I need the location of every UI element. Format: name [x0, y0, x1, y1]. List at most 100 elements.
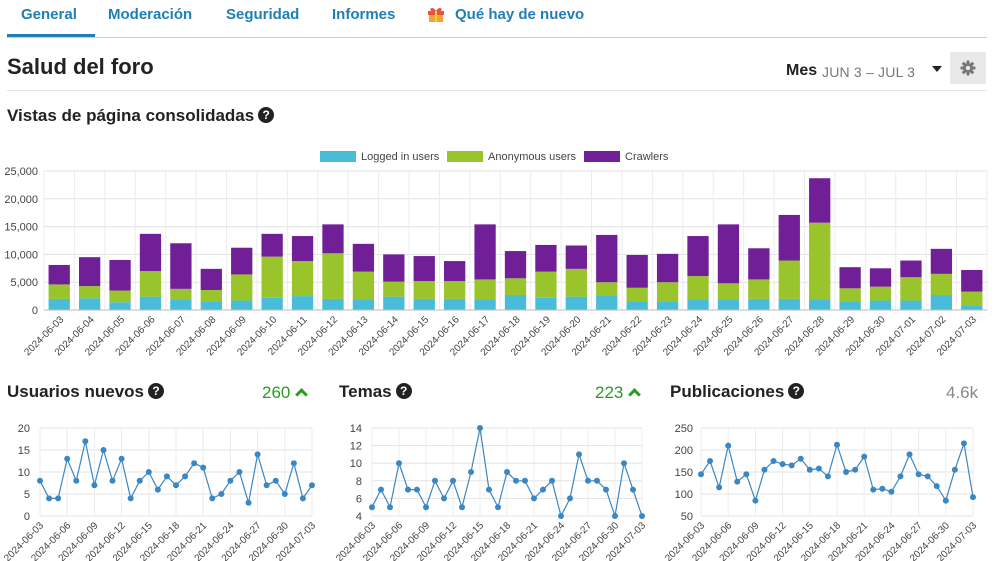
bar-segment	[444, 281, 466, 299]
legend-label: Logged in users	[361, 151, 440, 163]
bar-segment	[504, 251, 527, 279]
data-point	[504, 469, 510, 475]
bar-segment	[352, 243, 375, 272]
bar-segment	[383, 281, 405, 297]
tab-moderacion[interactable]: Moderación	[108, 6, 193, 23]
bar-segment	[322, 253, 344, 299]
y-tick-label: 6	[356, 493, 362, 505]
data-point	[218, 491, 225, 497]
data-point	[558, 513, 564, 519]
data-point	[815, 465, 822, 472]
bar-segment	[596, 234, 618, 283]
bar-segment	[352, 271, 375, 300]
y-tick-label: 12	[350, 441, 362, 453]
data-point	[64, 455, 71, 462]
bar-segment	[839, 288, 861, 302]
bar-segment	[869, 268, 892, 287]
settings-button[interactable]	[950, 52, 986, 84]
data-point	[145, 469, 152, 475]
tab-informes[interactable]: Informes	[332, 6, 396, 23]
bar-segment	[48, 284, 70, 299]
data-point	[154, 486, 161, 493]
data-point	[852, 466, 859, 473]
data-point	[770, 458, 777, 464]
data-point	[387, 504, 393, 511]
chevron-up-icon	[295, 388, 309, 401]
y-tick-label: 15,000	[4, 222, 38, 234]
bar-segment	[78, 298, 101, 310]
legend-label: Crawlers	[625, 151, 669, 163]
posts-title-text: Publicaciones	[670, 382, 785, 401]
bar-segment	[261, 297, 283, 310]
help-icon[interactable]: ?	[258, 107, 275, 123]
tab-seguridad[interactable]: Seguridad	[226, 6, 300, 23]
bar-segment	[78, 286, 101, 299]
data-point	[540, 486, 546, 493]
bar-segment	[900, 260, 922, 278]
bar-segment	[687, 276, 709, 300]
legend-swatch	[584, 151, 620, 162]
data-point	[761, 466, 768, 473]
bar-segment	[839, 267, 861, 289]
help-icon[interactable]: ?	[788, 383, 805, 399]
data-point	[191, 460, 198, 467]
tab-que-hay-de-nuevo[interactable]: Qué hay de nuevo	[455, 6, 585, 23]
bar-segment	[656, 282, 679, 302]
y-tick-label: 5	[24, 489, 30, 501]
bar-segment	[109, 259, 131, 291]
posts-value: 4.6k	[946, 383, 979, 402]
chevron-down-icon[interactable]	[932, 66, 942, 72]
data-point	[861, 453, 868, 460]
data-point	[136, 477, 143, 484]
data-point	[396, 460, 402, 467]
y-tick-label: 14	[350, 423, 362, 435]
y-tick-label: 20,000	[4, 194, 38, 206]
bar-segment	[961, 269, 983, 292]
bar-segment	[778, 298, 800, 310]
bar-segment	[322, 224, 344, 254]
data-point	[743, 471, 750, 478]
bar-segment	[383, 296, 405, 310]
data-point	[797, 455, 804, 462]
bar-segment	[48, 298, 70, 310]
bar-segment	[444, 298, 466, 310]
help-icon[interactable]: ?	[148, 383, 164, 399]
help-icon[interactable]: ?	[395, 383, 412, 399]
posts-title: Publicaciones?	[670, 382, 805, 402]
topics-count: 223	[595, 383, 624, 402]
y-tick-label: 0	[32, 305, 38, 317]
data-point	[834, 441, 840, 448]
bar-segment	[504, 294, 527, 310]
data-point	[779, 461, 786, 468]
y-tick-label: 4	[356, 511, 362, 523]
data-point	[263, 482, 270, 489]
legend-label: Anonymous users	[488, 151, 577, 163]
y-tick-label: 10	[350, 458, 362, 470]
chevron-up-icon	[628, 388, 642, 401]
bar-segment	[717, 224, 740, 284]
date-range[interactable]: JUN 3 – JUL 3	[822, 64, 916, 80]
active-tab-indicator	[7, 34, 95, 37]
data-point	[236, 469, 243, 475]
y-tick-label: 0	[24, 511, 30, 523]
data-point	[414, 486, 420, 493]
bar-segment	[717, 283, 740, 300]
bar-segment	[291, 296, 314, 310]
tab-general[interactable]: General	[21, 6, 77, 23]
bar-segment	[869, 300, 892, 310]
bar-segment	[748, 248, 770, 280]
data-point	[630, 486, 636, 493]
y-tick-label: 5,000	[10, 277, 38, 289]
topics-chart: 4681012142024-06-032024-06-062024-06-092…	[334, 423, 648, 561]
bar-segment	[656, 253, 679, 283]
bar-segment	[930, 294, 953, 310]
period-label[interactable]: Mes	[786, 62, 818, 79]
bar-segment	[809, 299, 831, 310]
bar-segment	[109, 290, 131, 303]
bar-segment	[778, 214, 800, 261]
y-tick-label: 150	[675, 467, 693, 479]
bar-segment	[565, 296, 587, 310]
bar-segment	[261, 256, 283, 298]
new-users-count: 260	[262, 383, 291, 402]
data-point	[369, 504, 375, 511]
